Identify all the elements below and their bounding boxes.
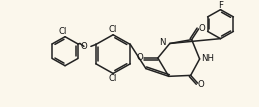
Text: O: O [136,54,143,62]
Text: Cl: Cl [109,74,117,83]
Text: O: O [80,42,87,51]
Text: F: F [218,1,223,10]
Text: Cl: Cl [109,25,117,34]
Text: Cl: Cl [59,27,67,36]
Text: O: O [198,24,205,33]
Text: N: N [159,38,166,47]
Text: O: O [197,80,204,89]
Text: NH: NH [201,54,214,63]
